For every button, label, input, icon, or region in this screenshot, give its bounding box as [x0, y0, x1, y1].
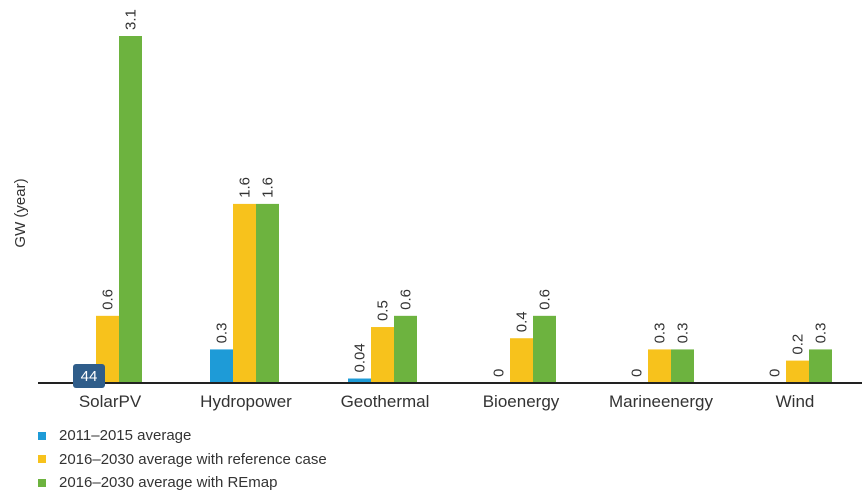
bar-value-label: 0.5 — [375, 300, 392, 321]
bars-layer — [96, 36, 832, 383]
category-label: Hydropower — [200, 392, 292, 411]
bar-value-label: 0.6 — [398, 289, 415, 310]
category-label: Bioenergy — [483, 392, 560, 411]
bar-value-label: 1.6 — [260, 177, 277, 198]
bar-value-label: 0.3 — [214, 323, 231, 344]
legend-label: 2016–2030 average with reference case — [59, 450, 327, 468]
value-labels-layer: 0.6 3.1 0.3 1.6 1.6 0.04 0.5 0.6 0 0.4 0.6 0 0.3 0.3 0… — [100, 9, 830, 377]
bar-value-label: 0.3 — [675, 323, 692, 344]
bar-value-label: 0 — [629, 369, 646, 377]
bar — [256, 203, 279, 383]
category-label: Geothermal — [341, 392, 430, 411]
bar-value-label: 0.6 — [537, 289, 554, 310]
bar — [671, 349, 694, 383]
legend: 2011–2015 average 2016–2030 average with… — [38, 424, 327, 495]
bar — [119, 36, 142, 383]
bar-chart: 0.6 3.1 0.3 1.6 1.6 0.04 0.5 0.6 0 0.4 0.6 0 0.3 0.3 0… — [12, 9, 862, 411]
category-labels-layer: SolarPV Hydropower Geothermal Bioenergy Mari… — [79, 392, 815, 411]
legend-item-remap: 2016–2030 average with REmap — [38, 471, 327, 495]
legend-label: 2011–2015 average — [59, 427, 192, 445]
bar-value-label: 0 — [491, 369, 508, 377]
legend-item-2011-2015: 2011–2015 average — [38, 424, 327, 448]
legend-item-reference: 2016–2030 average with reference case — [38, 448, 327, 472]
category-label: Wind — [776, 392, 815, 411]
bar-value-label: 0.3 — [813, 323, 830, 344]
bar — [394, 315, 417, 383]
legend-label: 2016–2030 average with REmap — [59, 474, 278, 492]
legend-swatch-yellow — [38, 455, 46, 464]
legend-swatch-green — [38, 478, 46, 487]
bar — [809, 349, 832, 383]
bar — [533, 315, 556, 383]
bar — [233, 203, 256, 383]
category-label: Marineenergy — [609, 392, 713, 411]
bar-value-label: 0.2 — [790, 334, 807, 355]
bar — [371, 327, 394, 383]
bar-value-label: 1.6 — [237, 177, 254, 198]
bar-value-label: 0.4 — [514, 311, 531, 332]
bar-value-label: 0.3 — [652, 323, 669, 344]
bar — [786, 360, 809, 383]
bar — [348, 378, 371, 383]
y-axis-label: GW (year) — [12, 178, 29, 247]
bar-value-label: 0 — [767, 369, 784, 377]
bar — [510, 338, 533, 383]
legend-swatch-blue — [38, 431, 46, 440]
bar-value-label: 0.04 — [352, 343, 369, 372]
bar — [648, 349, 671, 383]
page-number-badge: 44 — [73, 364, 105, 388]
category-label: SolarPV — [79, 392, 142, 411]
bar-value-label: 0.6 — [100, 289, 117, 310]
bar-value-label: 3.1 — [123, 9, 140, 30]
bar — [210, 349, 233, 383]
